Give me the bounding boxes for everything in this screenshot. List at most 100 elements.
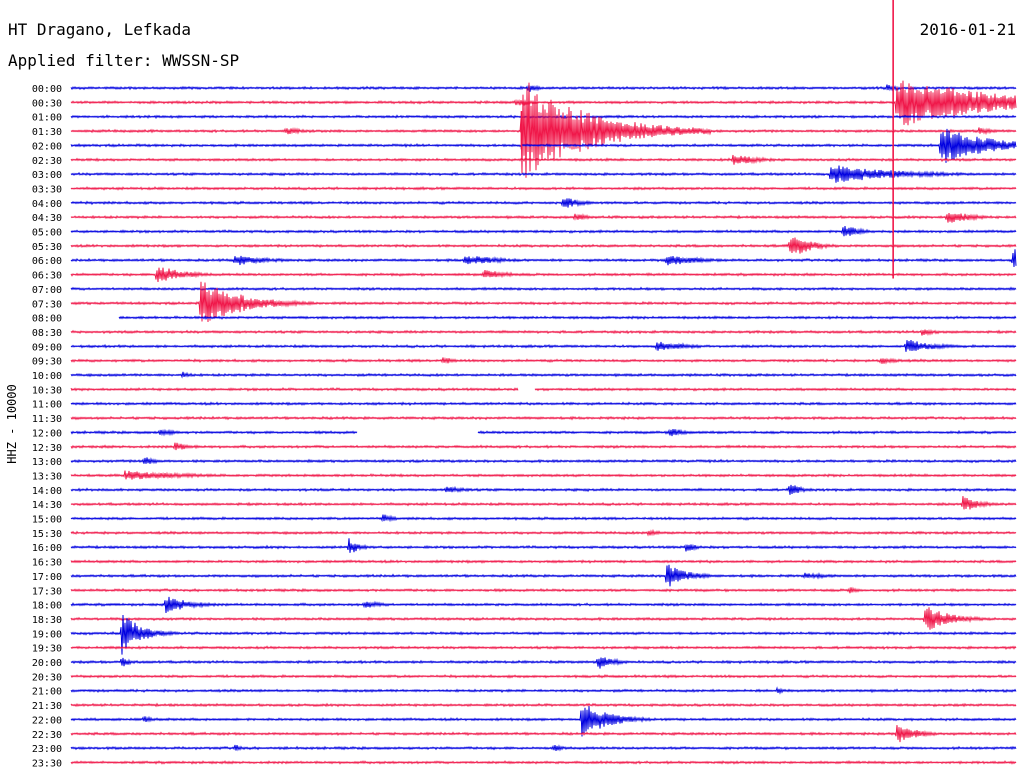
trace-row-0830 <box>70 328 1017 336</box>
row-label: 04:00 <box>32 199 62 210</box>
trace-row-1600 <box>70 538 1017 553</box>
trace-row-1530 <box>70 528 1017 537</box>
row-label: 22:00 <box>32 715 62 726</box>
row-label: 23:00 <box>32 744 62 755</box>
trace-row-1800 <box>70 596 1017 614</box>
trace-row-0200 <box>70 128 1017 163</box>
trace-row-0030 <box>70 80 1017 126</box>
row-label: 20:00 <box>32 658 62 669</box>
row-label: 00:00 <box>32 84 62 95</box>
trace-row-1430 <box>70 496 1017 510</box>
trace-row-1630 <box>70 559 1017 565</box>
trace-row-1930 <box>70 645 1017 651</box>
trace-row-0900 <box>70 339 1017 352</box>
row-label: 09:30 <box>32 357 62 368</box>
row-label: 01:30 <box>32 127 62 138</box>
trace-row-1000 <box>70 371 1017 379</box>
trace-row-0800 <box>118 315 1017 320</box>
row-label: 13:30 <box>32 471 62 482</box>
row-label: 11:00 <box>32 400 62 411</box>
row-label: 14:30 <box>32 500 62 511</box>
row-label: 17:00 <box>32 572 62 583</box>
trace-row-1330 <box>70 470 1017 480</box>
trace-row-2030 <box>70 673 1017 679</box>
seismogram-traces <box>70 0 1017 765</box>
date-label: 2016-01-21 <box>919 20 1016 39</box>
row-labels: 00:00 00:30 01:00 01:30 02:00 02:30 03:00 03:30… <box>32 84 62 769</box>
trace-row-0530 <box>70 237 1017 254</box>
trace-row-1900 <box>70 614 1017 655</box>
row-label: 10:00 <box>32 371 62 382</box>
trace-row-2000 <box>70 657 1017 669</box>
row-label: 06:00 <box>32 256 62 267</box>
trace-row-0400 <box>70 198 1017 208</box>
row-label: 10:30 <box>32 385 62 396</box>
row-label: 19:30 <box>32 644 62 655</box>
row-label: 21:30 <box>32 701 62 712</box>
trace-row-2300 <box>70 744 1017 752</box>
trace-row-0930 <box>70 356 1017 365</box>
row-label: 12:00 <box>32 428 62 439</box>
trace-row-1030 <box>70 387 1017 392</box>
trace-row-1500 <box>70 514 1017 523</box>
row-label: 09:00 <box>32 342 62 353</box>
channel-label: HHZ - 10000 <box>5 384 19 463</box>
station-title: HT Dragano, Lefkada <box>8 20 192 39</box>
trace-row-1300 <box>70 457 1017 465</box>
trace-row-1230 <box>70 442 1017 451</box>
row-label: 00:30 <box>32 98 62 109</box>
row-label: 19:00 <box>32 629 62 640</box>
row-label: 03:30 <box>32 184 62 195</box>
row-label: 11:30 <box>32 414 62 425</box>
row-label: 12:30 <box>32 443 62 454</box>
trace-row-0500 <box>70 225 1017 237</box>
trace-row-2330 <box>70 760 1017 765</box>
row-label: 20:30 <box>32 672 62 683</box>
trace-row-0630 <box>70 267 1017 283</box>
row-label: 07:00 <box>32 285 62 296</box>
trace-row-2100 <box>70 686 1017 695</box>
row-label: 14:00 <box>32 486 62 497</box>
trace-row-0330 <box>70 186 1017 191</box>
row-label: 05:00 <box>32 228 62 239</box>
trace-row-0000 <box>70 83 1017 92</box>
row-label: 18:00 <box>32 601 62 612</box>
trace-row-0700 <box>70 286 1017 292</box>
trace-row-1130 <box>70 415 1017 421</box>
row-label: 15:30 <box>32 529 62 540</box>
row-label: 01:00 <box>32 113 62 124</box>
trace-row-0300 <box>70 165 1017 183</box>
trace-row-1200 <box>70 428 1017 437</box>
row-label: 03:00 <box>32 170 62 181</box>
row-label: 07:30 <box>32 299 62 310</box>
trace-row-2200 <box>70 706 1017 737</box>
row-label: 23:30 <box>32 758 62 769</box>
row-label: 06:30 <box>32 271 62 282</box>
row-label: 17:30 <box>32 586 62 597</box>
row-label: 02:00 <box>32 141 62 152</box>
row-label: 04:30 <box>32 213 62 224</box>
row-label: 08:00 <box>32 314 62 325</box>
trace-row-0730 <box>70 281 1017 323</box>
trace-row-1830 <box>70 607 1017 630</box>
trace-row-1700 <box>70 564 1017 587</box>
row-label: 22:30 <box>32 730 62 741</box>
row-label: 13:00 <box>32 457 62 468</box>
row-label: 08:30 <box>32 328 62 339</box>
trace-row-0130 <box>70 82 1017 178</box>
trace-row-0230 <box>70 154 1017 165</box>
row-label: 16:00 <box>32 543 62 554</box>
trace-row-1730 <box>70 586 1017 594</box>
trace-row-2230 <box>70 725 1017 743</box>
row-label: 15:00 <box>32 515 62 526</box>
filter-label: Applied filter: WWSSN-SP <box>8 51 240 70</box>
row-label: 02:30 <box>32 156 62 167</box>
row-label: 16:30 <box>32 558 62 569</box>
trace-row-0600 <box>70 249 1017 268</box>
trace-row-2130 <box>70 702 1017 708</box>
trace-row-0430 <box>70 213 1017 223</box>
row-label: 21:00 <box>32 687 62 698</box>
row-label: 05:30 <box>32 242 62 253</box>
trace-row-1400 <box>70 484 1017 495</box>
